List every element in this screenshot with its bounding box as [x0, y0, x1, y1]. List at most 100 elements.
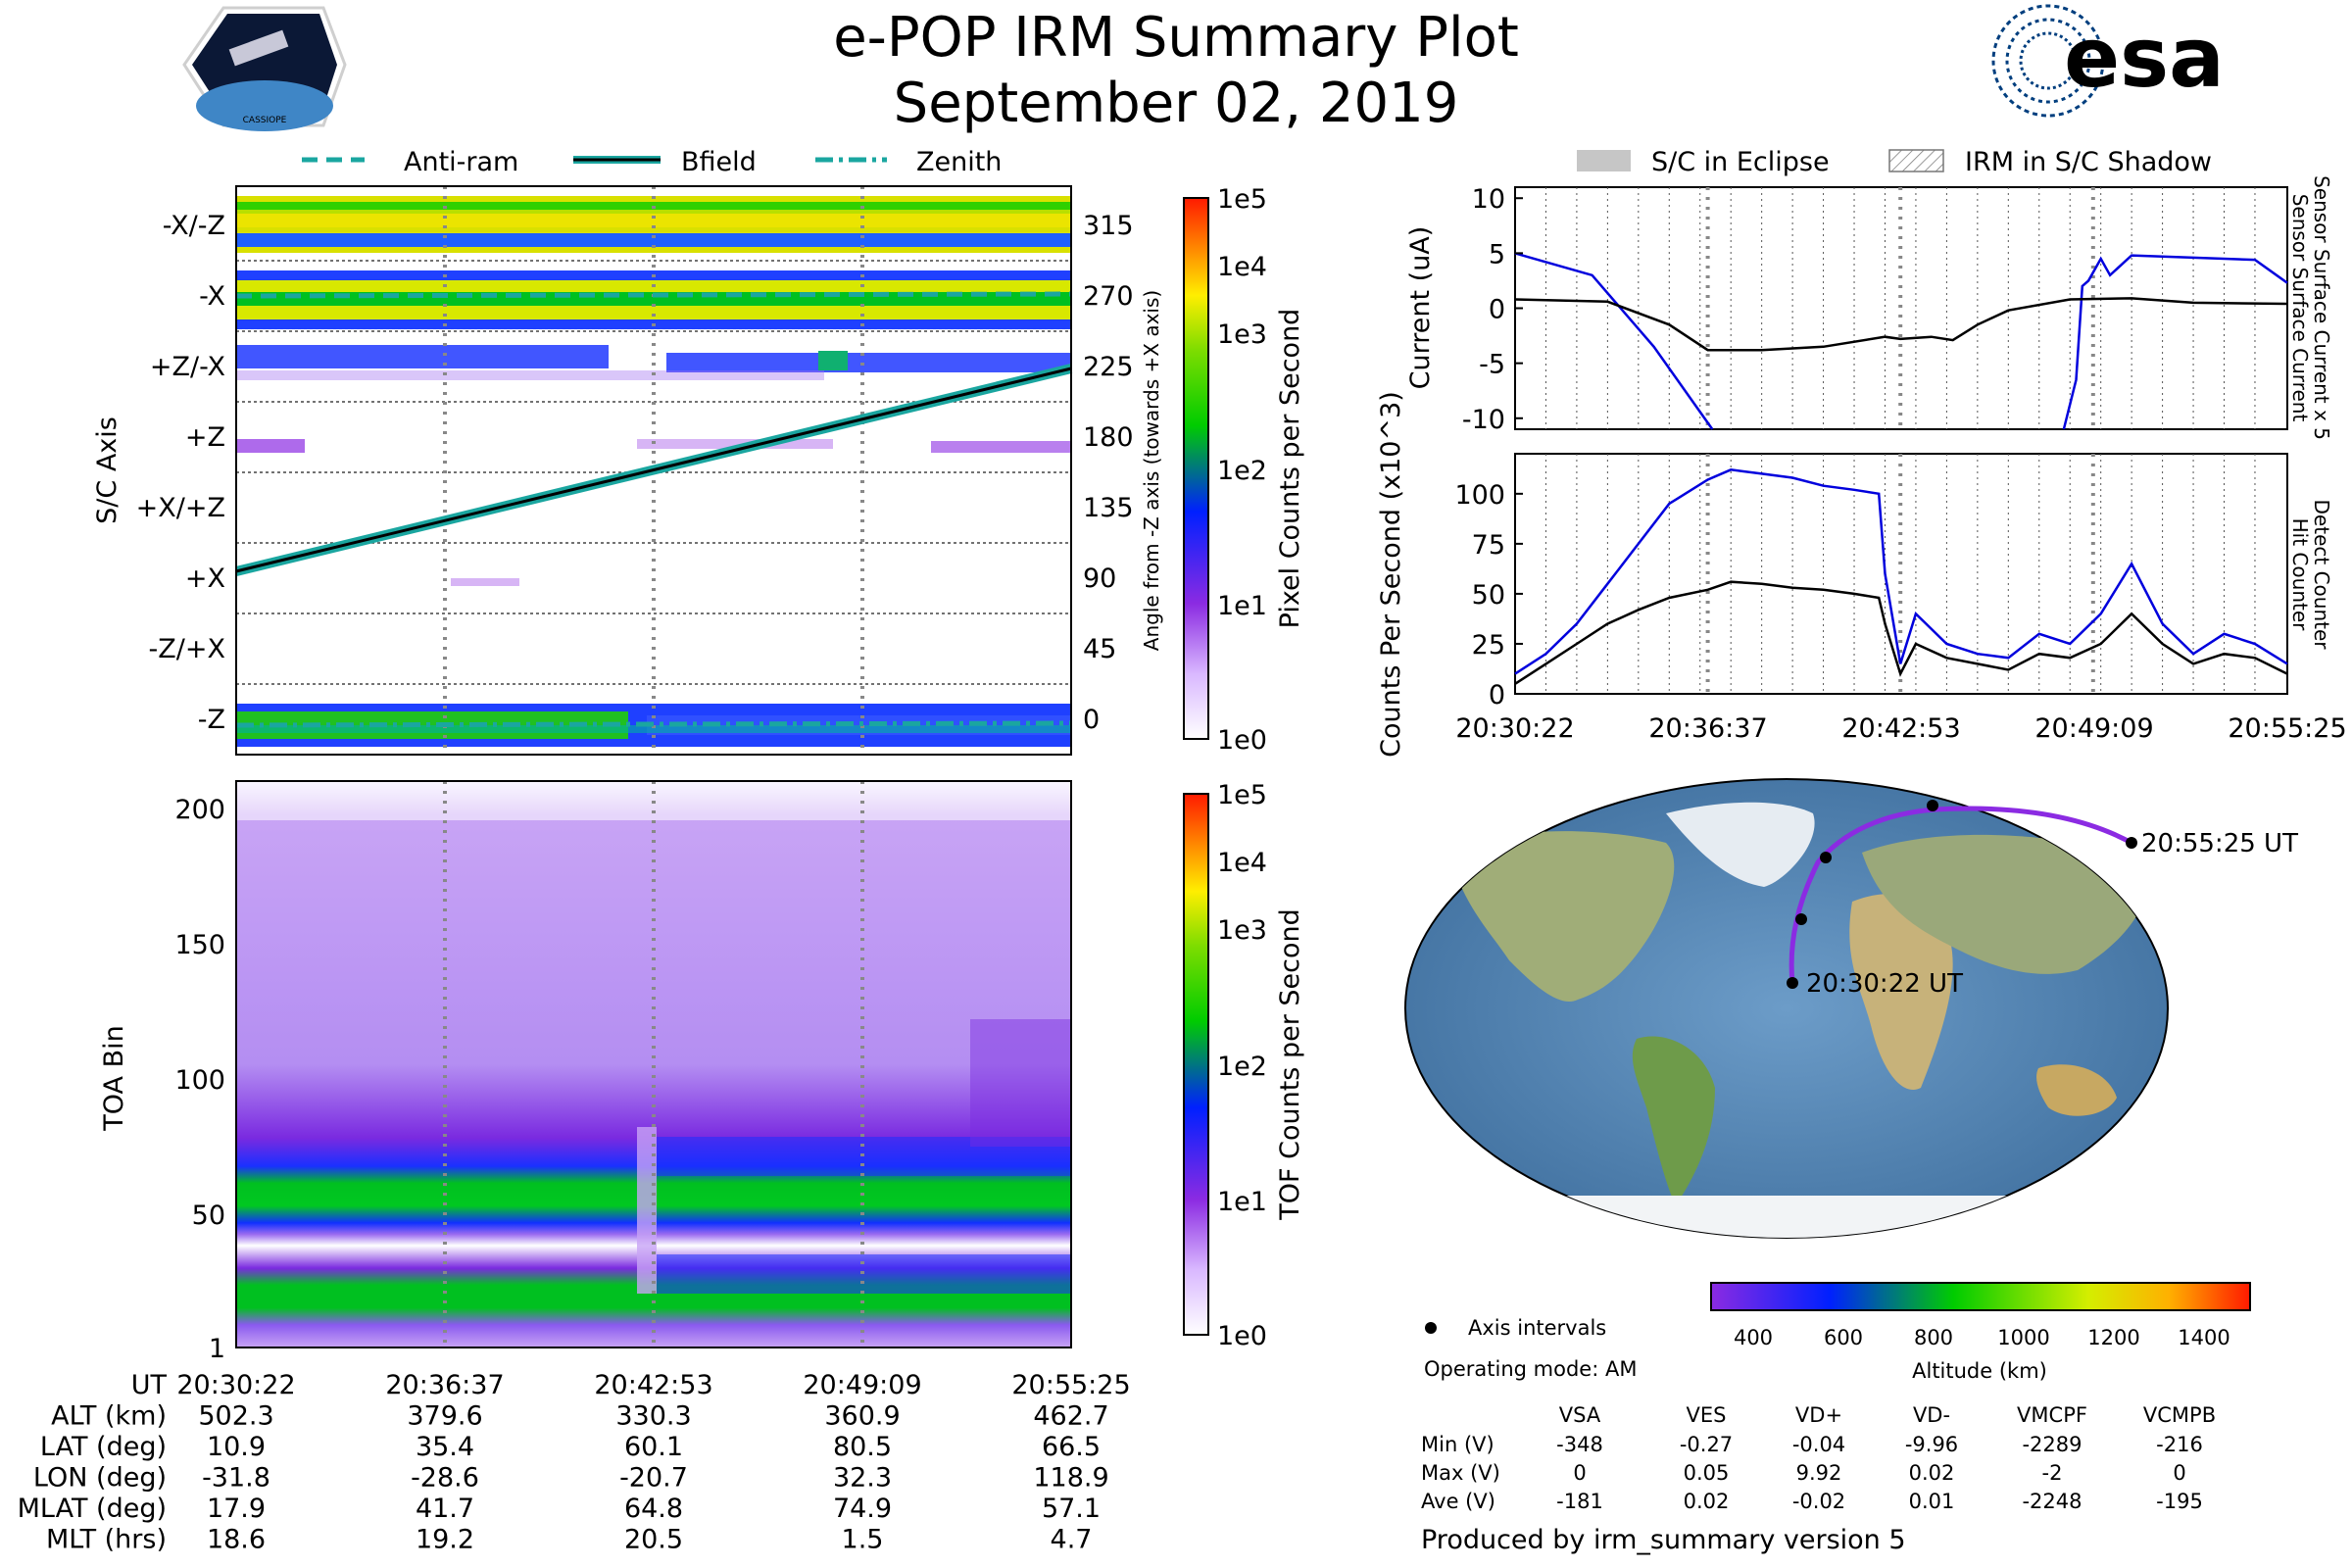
tof-tick-50: 50	[192, 1200, 225, 1231]
counts-ylabel: Counts Per Second (x10^3)	[1376, 391, 1406, 758]
zenith-trace	[235, 720, 1072, 728]
tof-tick-150: 150	[174, 930, 225, 960]
x-tick-label: 20:36:37	[1648, 713, 1767, 744]
eclipse-legend: S/C in Eclipse IRM in S/C Shadow	[1577, 147, 2212, 177]
ephemeris-cell: 20:55:25	[1011, 1370, 1130, 1400]
voltage-cell: -2289	[2022, 1433, 2082, 1456]
logo-caption: CASSIOPE	[243, 116, 287, 125]
y-tick-label: 25	[1472, 630, 1505, 661]
voltage-cell: -181	[1556, 1490, 1603, 1513]
voltage-header: VCMPB	[2143, 1403, 2216, 1427]
ephemeris-cell: 10.9	[207, 1432, 266, 1462]
current-plot: 10 5 0 -5 -10 Current (uA) Sensor Surface Cu…	[1405, 175, 2333, 440]
angle-tick-45: 45	[1083, 634, 1116, 664]
track-end-label: 20:55:25 UT	[2141, 829, 2298, 858]
voltage-cell: -2	[2042, 1461, 2063, 1485]
pixel-cbar-tick-1e1: 1e1	[1217, 591, 1267, 621]
ephemeris-cell: 502.3	[198, 1401, 273, 1432]
y-tick-label: 0	[1489, 295, 1505, 325]
pixel-panel: S/C Axis Angle from -Z axis (towards +X …	[92, 185, 1163, 756]
pixel-cbar-tick-1e4: 1e4	[1217, 252, 1267, 282]
y-tick-label: 50	[1472, 580, 1505, 611]
alt-tick-600: 600	[1824, 1326, 1863, 1349]
ephemeris-cell: 35.4	[416, 1432, 474, 1462]
ephemeris-cell: 19.2	[416, 1525, 474, 1555]
voltage-cell: 0.02	[1684, 1490, 1730, 1513]
pixel-cbar-tick-1e0: 1e0	[1217, 725, 1267, 756]
y-tick-label: 100	[1454, 480, 1505, 511]
tof-tick-1: 1	[209, 1334, 225, 1364]
current-time-grid	[1544, 187, 2256, 429]
pixel-panel-right-ylabel: Angle from -Z axis (towards +X axis)	[1140, 290, 1163, 651]
ephemeris-cell: 18.6	[207, 1525, 266, 1555]
pixel-tick-mzpx: -Z/+X	[149, 634, 225, 664]
voltage-row-label: Max (V)	[1421, 1461, 1500, 1485]
pixel-cbar-tick-1e2: 1e2	[1217, 456, 1267, 486]
tof-cbar-tick-1e0: 1e0	[1217, 1321, 1267, 1351]
tof-panel-time-lines	[443, 781, 864, 1348]
anti-ram-legend-label: Anti-ram	[404, 147, 518, 177]
axis-interval-legend-label: Axis intervals	[1468, 1316, 1606, 1340]
tof-panel: TOA Bin 200 150 100 50 1	[99, 780, 1072, 1364]
tof-cbar-tick-1e5: 1e5	[1217, 780, 1267, 810]
x-tick-label: 20:42:53	[1841, 713, 1960, 744]
current-x5-right-label: Sensor Surface Current x 5	[2310, 175, 2333, 440]
ephemeris-row-label: LAT (deg)	[40, 1432, 167, 1462]
tof-cbar-tick-1e4: 1e4	[1217, 848, 1267, 878]
pixel-tick-mz: -Z	[198, 705, 225, 735]
axis-interval-legend-dot	[1425, 1322, 1437, 1334]
ephemeris-cell: 118.9	[1033, 1463, 1108, 1494]
hit-right-label: Hit Counter	[2288, 518, 2312, 631]
voltage-cell: 0	[2173, 1461, 2185, 1485]
series-line-1	[1514, 580, 2288, 685]
ephemeris-table: UT 20:30:22 20:36:37 20:42:53 20:49:09 20:55:…	[18, 1370, 1131, 1555]
voltage-cell: -0.04	[1792, 1433, 1845, 1456]
pixel-tick-pzmx: +Z/-X	[150, 352, 225, 382]
ephemeris-cell: 20:36:37	[385, 1370, 504, 1400]
voltage-header: VES	[1687, 1403, 1727, 1427]
altitude-colorbar: 400 600 800 1000 1200 1400 Altitude (km)	[1710, 1282, 2251, 1383]
voltage-cell: -0.02	[1792, 1490, 1845, 1513]
pixel-cbar-label: Pixel Counts per Second	[1275, 309, 1305, 629]
ephemeris-cell: 32.3	[833, 1463, 892, 1494]
counts-plot: 100 75 50 25 0 20:30:22 20:36:37 20:42:53 20:49…	[1376, 391, 2347, 758]
alt-tick-1200: 1200	[2087, 1326, 2139, 1349]
esa-logo: esa	[1991, 4, 2225, 118]
bfield-legend-label: Bfield	[681, 147, 757, 177]
track-start-label: 20:30:22 UT	[1806, 969, 1963, 999]
voltage-cell: -9.96	[1905, 1433, 1958, 1456]
ephemeris-cell: 20:30:22	[176, 1370, 295, 1400]
x-tick-label: 20:49:09	[2034, 713, 2153, 744]
zenith-legend-label: Zenith	[916, 147, 1002, 177]
esa-wordmark: esa	[2064, 10, 2225, 106]
shadow-label: IRM in S/C Shadow	[1965, 147, 2212, 177]
ephemeris-cell: -20.7	[619, 1463, 688, 1494]
axis-interval-markers	[1787, 800, 2137, 989]
voltage-cell: -2248	[2022, 1490, 2082, 1513]
series-line-0	[1514, 252, 2288, 430]
current-right-label: Sensor Surface Current	[2288, 194, 2312, 422]
ephemeris-cell: 20.5	[624, 1525, 683, 1555]
pixel-tick-px: +X	[185, 564, 225, 594]
ephemeris-cell: 57.1	[1042, 1494, 1101, 1524]
shadow-swatch	[1888, 149, 1944, 172]
ephemeris-row-label: ALT (km)	[51, 1401, 167, 1432]
series-line-1	[1514, 297, 2288, 352]
angle-tick-270: 270	[1083, 281, 1134, 312]
ephemeris-cell: 330.3	[615, 1401, 691, 1432]
tof-tick-100: 100	[174, 1065, 225, 1096]
footer-credit: Produced by irm_summary version 5	[1421, 1525, 1906, 1555]
ephemeris-cell: 17.9	[207, 1494, 266, 1524]
voltage-cell: -195	[2156, 1490, 2203, 1513]
altitude-label: Altitude (km)	[1912, 1359, 2047, 1383]
page-date: September 02, 2019	[894, 72, 1459, 135]
tof-colorbar: 1e5 1e4 1e3 1e2 1e1 1e0 TOF Counts per S…	[1183, 780, 1305, 1351]
series-line-0	[1514, 468, 2288, 675]
alt-tick-400: 400	[1734, 1326, 1773, 1349]
cassiope-logo: CASSIOPE	[182, 6, 347, 131]
pixel-cbar-tick-1e5: 1e5	[1217, 184, 1267, 215]
ephemeris-cell: 20:49:09	[803, 1370, 921, 1400]
ephemeris-row-label: MLAT (deg)	[18, 1494, 167, 1524]
voltage-header: VMCPF	[2017, 1403, 2087, 1427]
